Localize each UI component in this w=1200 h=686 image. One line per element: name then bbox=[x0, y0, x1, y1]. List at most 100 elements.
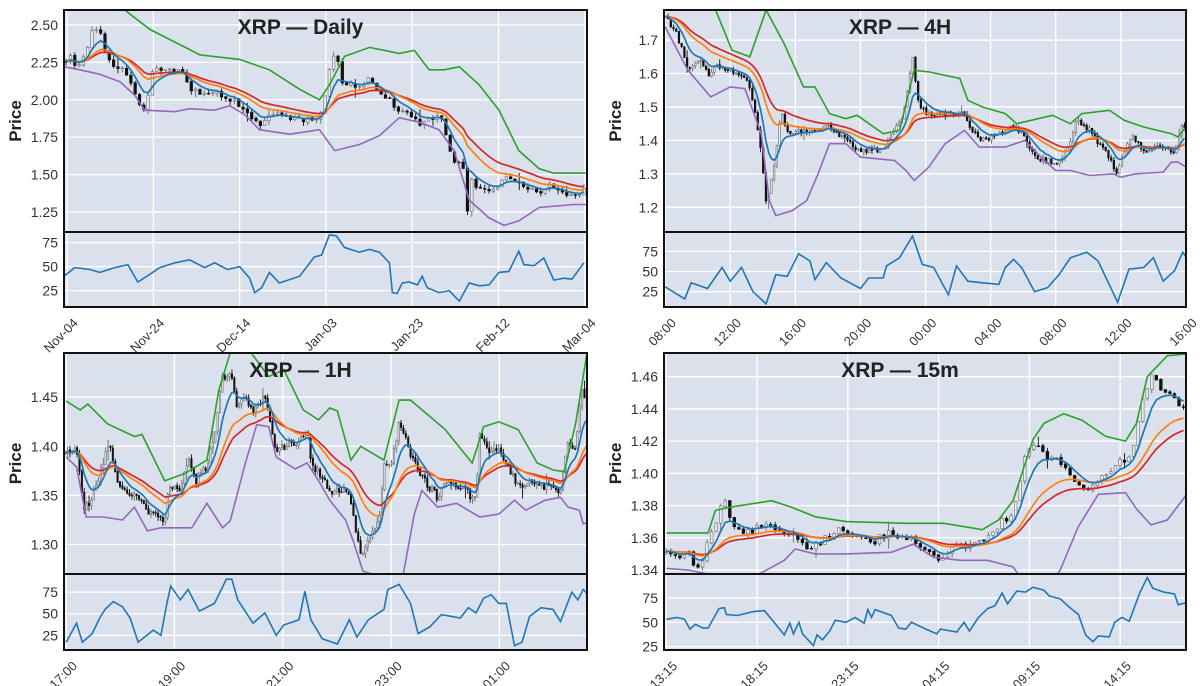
x-tick-label: 18:15 bbox=[737, 658, 771, 686]
candle bbox=[295, 442, 298, 450]
candle-body bbox=[995, 528, 1000, 533]
price-tick-label: 1.36 bbox=[631, 530, 658, 546]
x-tick-label: 20:00 bbox=[841, 315, 875, 349]
candle-body bbox=[559, 489, 562, 494]
price-tick-label: 1.44 bbox=[631, 401, 658, 417]
x-tick-label: Dec-14 bbox=[213, 315, 253, 355]
candle-body bbox=[427, 118, 431, 122]
candle-body bbox=[891, 530, 895, 536]
candle-body bbox=[1041, 445, 1045, 452]
candle bbox=[120, 66, 124, 73]
candle-body bbox=[487, 188, 491, 192]
candle-body bbox=[461, 161, 465, 169]
candle bbox=[433, 485, 436, 492]
candle-body bbox=[753, 100, 757, 113]
candle-body bbox=[873, 541, 877, 545]
candle-body bbox=[1063, 463, 1068, 469]
candle-body bbox=[979, 136, 982, 141]
rsi-tick-label: 75 bbox=[42, 584, 58, 600]
candle-body bbox=[228, 98, 232, 102]
candle bbox=[1077, 480, 1081, 486]
candle bbox=[1120, 153, 1124, 168]
candle bbox=[421, 474, 424, 479]
candle-body bbox=[719, 505, 723, 524]
candle bbox=[336, 54, 340, 66]
ema-mid-line bbox=[665, 15, 1185, 153]
price-tick-label: 1.42 bbox=[631, 433, 658, 449]
candle-body bbox=[190, 458, 193, 469]
candle bbox=[90, 496, 93, 510]
candle-body bbox=[768, 524, 773, 526]
candle-body bbox=[130, 494, 133, 497]
upper-band-line bbox=[713, 10, 1186, 139]
candle-body bbox=[332, 55, 336, 70]
candle-body bbox=[319, 468, 322, 478]
rsi-tick-label: 25 bbox=[642, 284, 658, 300]
candle bbox=[1156, 142, 1159, 147]
x-tick-label: Jan-03 bbox=[301, 315, 340, 354]
candle-body bbox=[1110, 157, 1113, 161]
candle bbox=[917, 80, 920, 103]
candle bbox=[1047, 158, 1050, 165]
candle-body bbox=[123, 487, 126, 490]
candle-body bbox=[534, 188, 539, 193]
candle bbox=[340, 488, 343, 494]
candle-body bbox=[1129, 139, 1132, 145]
candle bbox=[1145, 388, 1149, 401]
candle bbox=[116, 470, 119, 483]
candle-body bbox=[1158, 144, 1162, 147]
candle-body bbox=[886, 530, 891, 540]
rsi-line bbox=[666, 575, 1186, 648]
candle bbox=[974, 128, 977, 135]
candle-body bbox=[982, 539, 986, 542]
x-tick-label: Nov-24 bbox=[127, 315, 167, 355]
candle-body bbox=[161, 517, 164, 522]
candle-body bbox=[542, 482, 546, 490]
candle bbox=[435, 488, 438, 503]
candle-body bbox=[1072, 475, 1077, 482]
candle-body bbox=[178, 487, 181, 492]
candle-body bbox=[778, 122, 781, 146]
candle-body bbox=[770, 179, 773, 194]
candle-body bbox=[163, 69, 168, 71]
candle-body bbox=[357, 86, 362, 88]
candle bbox=[1150, 374, 1154, 394]
candle bbox=[388, 96, 392, 100]
candle-body bbox=[849, 139, 852, 142]
candle-body bbox=[99, 29, 103, 34]
x-tick-label: 09:15 bbox=[1010, 658, 1044, 686]
candle-body bbox=[340, 491, 343, 494]
candle-body bbox=[295, 444, 298, 447]
price-tick-label: 2.50 bbox=[31, 17, 58, 33]
candle-body bbox=[1127, 456, 1131, 462]
candle-body bbox=[789, 131, 792, 135]
candle-body bbox=[772, 165, 776, 180]
upper-band-line bbox=[666, 353, 1186, 534]
candle-body bbox=[794, 131, 797, 134]
candle-body bbox=[336, 55, 340, 62]
candle bbox=[397, 421, 400, 446]
candle-body bbox=[316, 468, 319, 472]
candle-body bbox=[176, 485, 179, 489]
candle bbox=[1074, 120, 1077, 136]
price-tick-label: 1.40 bbox=[631, 465, 658, 481]
candle-body bbox=[514, 473, 517, 484]
candle bbox=[330, 490, 334, 498]
candle-body bbox=[245, 108, 249, 114]
candle bbox=[233, 376, 236, 392]
rsi-tick-label: 50 bbox=[42, 606, 58, 622]
candle bbox=[691, 64, 694, 72]
candle bbox=[470, 177, 474, 217]
candle bbox=[495, 444, 498, 454]
candle-body bbox=[675, 28, 678, 32]
candle bbox=[278, 446, 281, 456]
candle bbox=[571, 442, 574, 450]
candle-body bbox=[497, 448, 500, 452]
candle bbox=[982, 136, 985, 143]
candle-body bbox=[335, 488, 338, 492]
candle-body bbox=[135, 494, 138, 496]
candle bbox=[240, 398, 243, 409]
candle-body bbox=[258, 120, 262, 126]
candle bbox=[171, 486, 174, 492]
candle-body bbox=[276, 112, 280, 115]
